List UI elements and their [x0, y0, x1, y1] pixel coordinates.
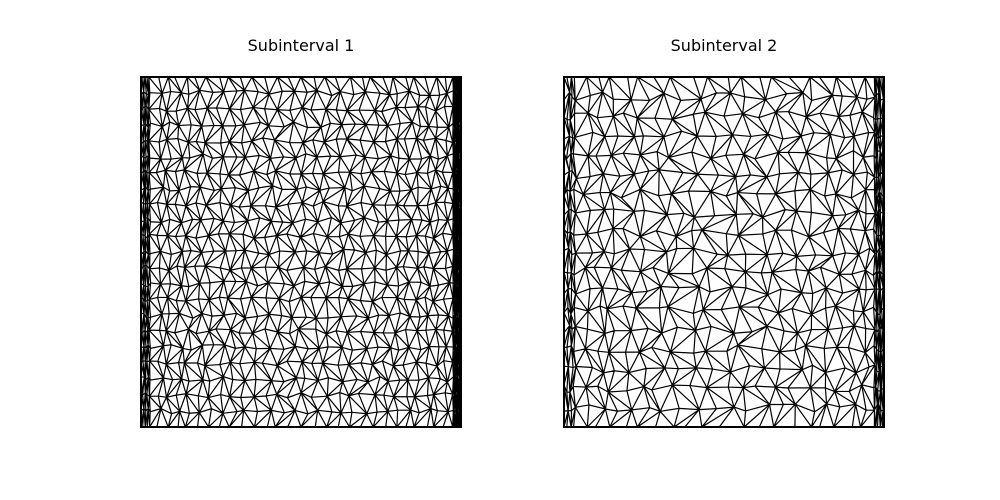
- mesh-edges: [140, 76, 462, 428]
- mesh-plot-subinterval-1: [140, 76, 462, 428]
- domain-boundary: [140, 76, 462, 428]
- panel-title: Subinterval 1: [247, 36, 355, 55]
- mesh-edges: [563, 76, 885, 428]
- mesh-plot-subinterval-2: [563, 76, 885, 428]
- panel-title: Subinterval 2: [670, 36, 778, 55]
- domain-boundary: [563, 76, 885, 428]
